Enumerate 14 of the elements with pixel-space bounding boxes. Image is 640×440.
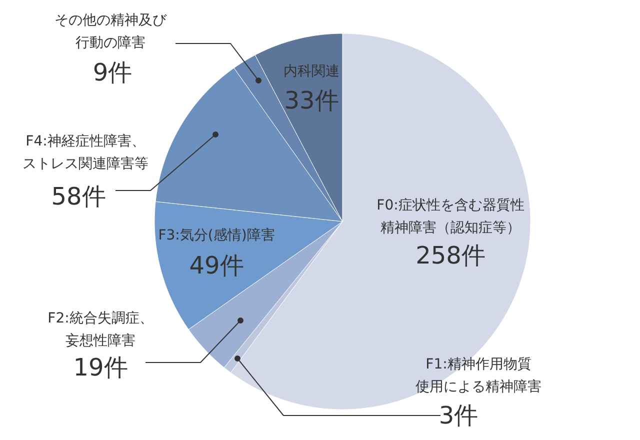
slice-label: F0:症状性を含む器質性精神障害（認知症等） [376, 198, 524, 236]
slice-label: F1:精神作用物質使用による精神障害 [416, 356, 542, 395]
data-label: 258件 [416, 242, 486, 270]
data-label: 33件 [284, 86, 339, 114]
slice-label: F3:気分(感情)障害 [158, 228, 275, 244]
data-label: 19件 [73, 354, 128, 382]
data-label: 3件 [438, 402, 478, 430]
data-label: 58件 [51, 182, 106, 210]
data-label: 9件 [92, 58, 132, 86]
data-label: 49件 [189, 252, 244, 280]
slice-label: 内科関連 [284, 64, 340, 80]
slice-label: F2:統合失調症、妄想性障害 [48, 310, 154, 349]
slice-label: F4:神経症性障害、ストレス関連障害等 [22, 134, 148, 172]
slice-label: その他の精神及び行動の障害 [54, 12, 168, 51]
